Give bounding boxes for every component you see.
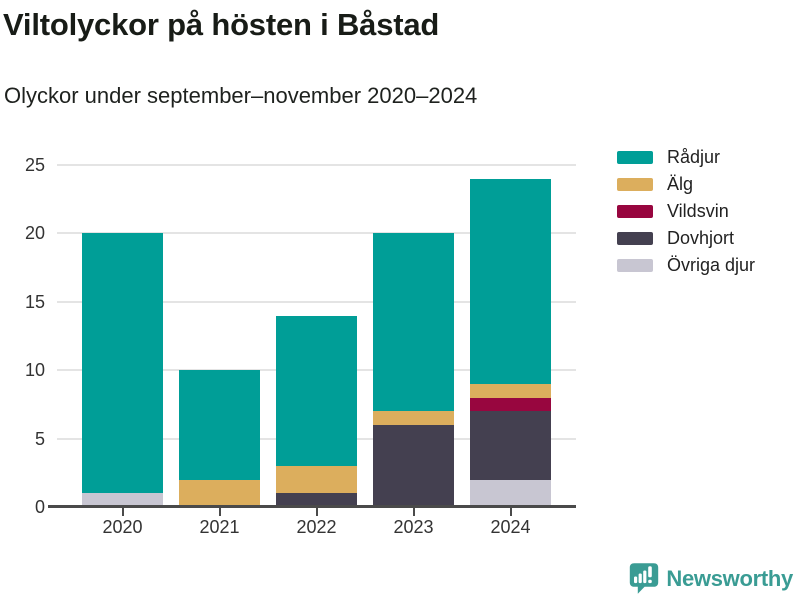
segment-2021-radjur: [179, 370, 260, 480]
legend-label-vildsvin: Vildsvin: [667, 201, 729, 221]
y-tick-label-20: 20: [24, 223, 45, 244]
legend-swatch-ovriga-djur: [617, 258, 653, 272]
newsworthy-logo-text: Newsworthy: [666, 565, 793, 591]
y-tick-label-15: 15: [24, 291, 45, 312]
bar-2023: [373, 233, 454, 507]
x-tick-2020: [121, 508, 124, 516]
newsworthy-logo[interactable]: Newsworthy: [628, 561, 793, 596]
legend-label-ovriga-djur: Övriga djur: [667, 255, 756, 275]
y-tick-label-5: 5: [34, 428, 45, 449]
legend-label-radjur: Rådjur: [667, 147, 721, 167]
chart-title: Viltolyckor på hösten i Båstad: [3, 7, 440, 42]
legend-swatch-alg: [617, 177, 653, 191]
legend-item-alg: Älg: [617, 173, 755, 195]
gridline-20: [57, 232, 576, 235]
plot-area: [57, 164, 576, 507]
bar-2024: [470, 178, 551, 507]
legend-label-dovhjort: Dovhjort: [667, 228, 735, 248]
bar-2020: [82, 233, 163, 507]
y-tick-label-25: 25: [24, 155, 45, 175]
segment-2023-dovhjort: [373, 424, 454, 507]
segment-2022-dovhjort: [276, 493, 357, 507]
segment-2021-alg: [179, 479, 260, 507]
x-tick-2022: [315, 508, 318, 516]
segment-2024-alg: [470, 383, 551, 398]
x-tick-2023: [412, 508, 415, 516]
x-tick-2021: [218, 508, 221, 516]
legend-item-vildsvin: Vildsvin: [617, 200, 755, 222]
segment-2020-ovriga-djur: [82, 493, 163, 507]
legend-swatch-dovhjort: [617, 231, 653, 245]
segment-2023-alg: [373, 411, 454, 425]
segment-2024-dovhjort: [470, 411, 551, 480]
legend-swatch-vildsvin: [617, 204, 653, 218]
segment-2024-radjur: [470, 178, 551, 384]
y-tick-label-0: 0: [34, 497, 45, 517]
legend-item-ovriga-djur: Övriga djur: [617, 254, 755, 276]
y-tick-label-10: 10: [24, 360, 45, 381]
bar-2022: [276, 315, 357, 507]
gridline-25: [57, 164, 576, 166]
legend-item-dovhjort: Dovhjort: [617, 227, 755, 249]
chart-subtitle: Olyckor under september–november 2020–20…: [4, 83, 478, 108]
segment-2024-vildsvin: [470, 397, 551, 412]
x-tick-label-2023: 2023: [393, 517, 434, 537]
x-tick-2024: [509, 508, 512, 516]
x-tick-label-2024: 2024: [490, 517, 531, 537]
x-axis-line: [48, 505, 576, 508]
bar-2021: [179, 370, 260, 507]
bars: [57, 165, 576, 507]
x-tick-label-2021: 2021: [199, 517, 240, 537]
segment-2020-radjur: [82, 233, 163, 494]
legend-label-alg: Älg: [667, 174, 694, 194]
newsworthy-logo-icon: [628, 561, 660, 596]
legend: Rådjur Älg Vildsvin Dovhjort Övriga djur: [617, 146, 755, 281]
legend-swatch-radjur: [617, 150, 653, 164]
gridline-15: [57, 300, 576, 303]
segment-2022-alg: [276, 465, 357, 494]
segment-2024-ovriga-djur: [470, 479, 551, 507]
x-tick-label-2022: 2022: [296, 517, 337, 537]
segment-2022-radjur: [276, 315, 357, 466]
x-tick-label-2020: 2020: [102, 517, 143, 537]
segment-2023-radjur: [373, 233, 454, 412]
legend-item-radjur: Rådjur: [617, 146, 755, 168]
